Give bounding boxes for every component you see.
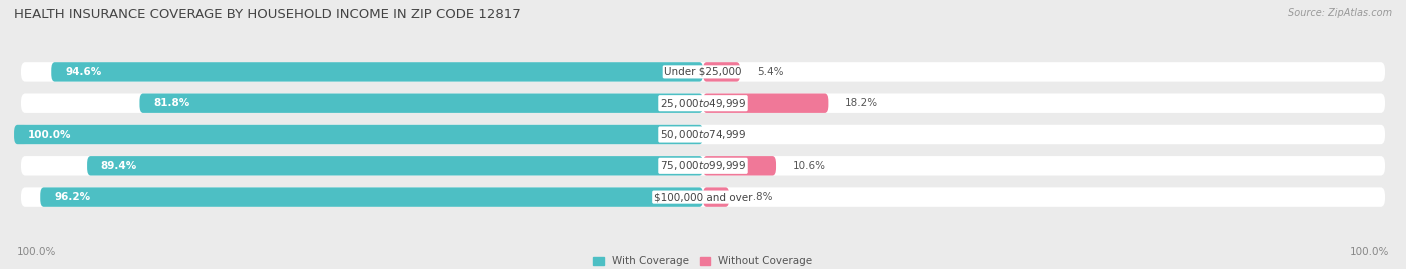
FancyBboxPatch shape (703, 187, 730, 207)
FancyBboxPatch shape (87, 156, 703, 175)
Text: HEALTH INSURANCE COVERAGE BY HOUSEHOLD INCOME IN ZIP CODE 12817: HEALTH INSURANCE COVERAGE BY HOUSEHOLD I… (14, 8, 520, 21)
Text: 0.0%: 0.0% (720, 129, 745, 140)
Text: 89.4%: 89.4% (101, 161, 138, 171)
Text: $100,000 and over: $100,000 and over (654, 192, 752, 202)
FancyBboxPatch shape (21, 125, 1385, 144)
FancyBboxPatch shape (41, 187, 703, 207)
Text: 18.2%: 18.2% (845, 98, 877, 108)
Text: 81.8%: 81.8% (153, 98, 190, 108)
FancyBboxPatch shape (21, 62, 1385, 82)
FancyBboxPatch shape (21, 156, 1385, 175)
FancyBboxPatch shape (21, 187, 1385, 207)
FancyBboxPatch shape (703, 94, 828, 113)
Text: 94.6%: 94.6% (65, 67, 101, 77)
FancyBboxPatch shape (51, 62, 703, 82)
Text: 100.0%: 100.0% (28, 129, 72, 140)
Text: 3.8%: 3.8% (745, 192, 772, 202)
Text: Source: ZipAtlas.com: Source: ZipAtlas.com (1288, 8, 1392, 18)
Text: $25,000 to $49,999: $25,000 to $49,999 (659, 97, 747, 110)
FancyBboxPatch shape (139, 94, 703, 113)
Text: 5.4%: 5.4% (756, 67, 783, 77)
FancyBboxPatch shape (21, 94, 1385, 113)
Text: 100.0%: 100.0% (1350, 247, 1389, 257)
FancyBboxPatch shape (703, 62, 740, 82)
Text: $50,000 to $74,999: $50,000 to $74,999 (659, 128, 747, 141)
Text: 10.6%: 10.6% (793, 161, 825, 171)
Text: Under $25,000: Under $25,000 (664, 67, 742, 77)
Legend: With Coverage, Without Coverage: With Coverage, Without Coverage (589, 252, 817, 269)
Text: $75,000 to $99,999: $75,000 to $99,999 (659, 159, 747, 172)
Text: 100.0%: 100.0% (17, 247, 56, 257)
Text: 96.2%: 96.2% (53, 192, 90, 202)
FancyBboxPatch shape (703, 156, 776, 175)
FancyBboxPatch shape (14, 125, 703, 144)
